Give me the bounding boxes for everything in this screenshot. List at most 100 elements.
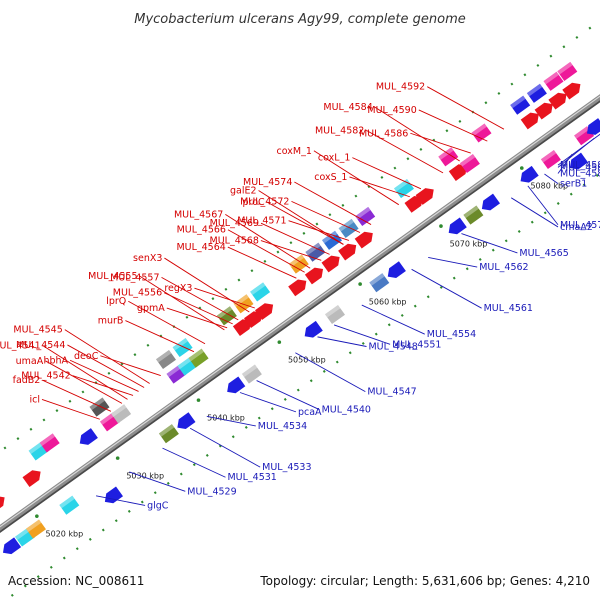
bottom-gene-label: MUL_4534 xyxy=(258,421,307,432)
top-leader-line xyxy=(227,229,305,273)
forward-gene-arrow xyxy=(354,231,373,249)
top-leader-line xyxy=(260,222,330,255)
gene-block-shape xyxy=(471,123,492,143)
gene-block-shine xyxy=(526,83,543,97)
genome-backbone xyxy=(0,94,600,534)
top-leader-line xyxy=(225,213,311,269)
gene-block xyxy=(305,242,326,262)
top-leader-line xyxy=(166,307,228,329)
top-leader-line xyxy=(374,106,460,162)
top-gene-label: regX3 xyxy=(164,283,192,294)
reverse-arrow-shape xyxy=(520,165,539,183)
bottom-gene-label: cmaA2 xyxy=(560,222,593,233)
gene-block-shape xyxy=(557,61,578,81)
gene-block-shape xyxy=(59,495,80,515)
top-leader-line xyxy=(427,86,505,130)
forward-gene-arrow xyxy=(0,495,5,513)
top-leader-line xyxy=(45,360,123,404)
gene-block-shine xyxy=(540,149,557,163)
bottom-gene-label: MUL_4565 xyxy=(519,248,568,259)
reverse-gene-arrow xyxy=(520,165,539,183)
gene-block-shape xyxy=(510,95,531,115)
forward-arrow-shape xyxy=(562,82,581,100)
top-gene-label: MUL_4544 xyxy=(16,340,65,351)
gene-block-shine xyxy=(177,356,193,370)
top-gene-label: murB xyxy=(98,316,124,327)
gene-block-shine xyxy=(438,147,454,160)
gene-block xyxy=(322,230,342,250)
backbone-highlight xyxy=(0,95,600,528)
bottom-leader-line xyxy=(129,471,186,492)
gene-block-shine xyxy=(574,126,590,139)
gene-block-shape xyxy=(216,306,237,326)
gene-block-shine xyxy=(158,424,175,437)
gene-block-shine xyxy=(28,441,44,454)
gene-block-shine xyxy=(463,205,479,219)
bottom-leader-line xyxy=(189,427,261,468)
kbp-tick-mark xyxy=(196,398,201,402)
gene-block-shine xyxy=(39,433,56,446)
top-leader-line xyxy=(42,345,128,400)
gene-block-shine xyxy=(111,404,127,417)
kbp-tick-label: 5060 kbp xyxy=(369,298,407,307)
top-gene-label: MUL_4566 xyxy=(177,225,226,236)
top-gene-label: MUL_4541 xyxy=(0,340,41,351)
forward-arrow-shape xyxy=(321,255,340,273)
kbp-tick-label: 5070 kbp xyxy=(450,240,488,249)
top-gene-label: MUL_4586 xyxy=(359,128,408,139)
bottom-leader-line xyxy=(461,233,518,254)
reverse-gene-arrow xyxy=(227,376,246,394)
top-gene-label: gpmA xyxy=(137,303,165,314)
top-leader-line xyxy=(64,329,150,384)
gene-block xyxy=(241,364,262,384)
gene-block-shape xyxy=(288,254,309,274)
gene-block-shine xyxy=(250,282,266,295)
top-leader-line xyxy=(410,132,471,154)
forward-arrow-shape xyxy=(0,495,5,513)
gene-block-shine xyxy=(166,364,182,378)
bottom-leader-line xyxy=(411,268,482,309)
top-leader-line xyxy=(313,150,399,206)
gene-block-shine xyxy=(241,364,258,378)
top-gene-label: MUL_4590 xyxy=(367,105,416,116)
top-gene-label: MUL_4545 xyxy=(13,325,62,336)
top-leader-line xyxy=(69,359,139,392)
top-leader-line xyxy=(349,176,410,198)
gene-block-shine xyxy=(471,123,487,137)
bottom-leader-line xyxy=(428,256,478,268)
top-gene-label: coxM_1 xyxy=(277,146,312,157)
forward-gene-arrow xyxy=(338,243,357,261)
top-gene-label: MUL_4582 xyxy=(315,125,364,136)
gene-block xyxy=(158,424,179,444)
gene-block-shine xyxy=(188,348,204,362)
forward-arrow-shape xyxy=(255,303,274,321)
top-gene-label: lprQ xyxy=(106,296,126,307)
gene-block-shape xyxy=(172,337,193,358)
gene-block-shine xyxy=(156,349,172,363)
forward-gene-arrow xyxy=(534,102,553,120)
gene-block-shine xyxy=(338,218,354,232)
top-leader-line xyxy=(42,379,112,412)
gene-block xyxy=(325,304,345,325)
top-gene-label: icl xyxy=(29,394,40,405)
gene-block-shape xyxy=(526,83,547,103)
bottom-leader-line xyxy=(557,133,600,166)
gene-block-shine xyxy=(172,337,188,351)
gene-block-shape xyxy=(459,153,480,174)
gene-block-shine xyxy=(325,304,341,318)
top-gene-label: MUL_4571 xyxy=(237,216,286,227)
gene-block xyxy=(526,83,547,103)
gene-block-shine xyxy=(100,412,116,425)
gene-block-shape xyxy=(39,433,60,453)
gene-block xyxy=(459,153,480,174)
gene-block-shine xyxy=(288,254,305,268)
top-gene-label: MUL_4542 xyxy=(21,371,70,382)
bottom-leader-line xyxy=(95,495,146,506)
bottom-gene-label: MUL_4533 xyxy=(262,462,311,473)
gene-block-shape xyxy=(438,147,459,167)
gene-block-shape xyxy=(325,304,345,325)
forward-arrow-shape xyxy=(304,267,324,285)
top-leader-line xyxy=(294,181,372,225)
top-gene-label: MUL_4555 xyxy=(88,271,137,282)
gene-block-shine xyxy=(355,206,371,220)
